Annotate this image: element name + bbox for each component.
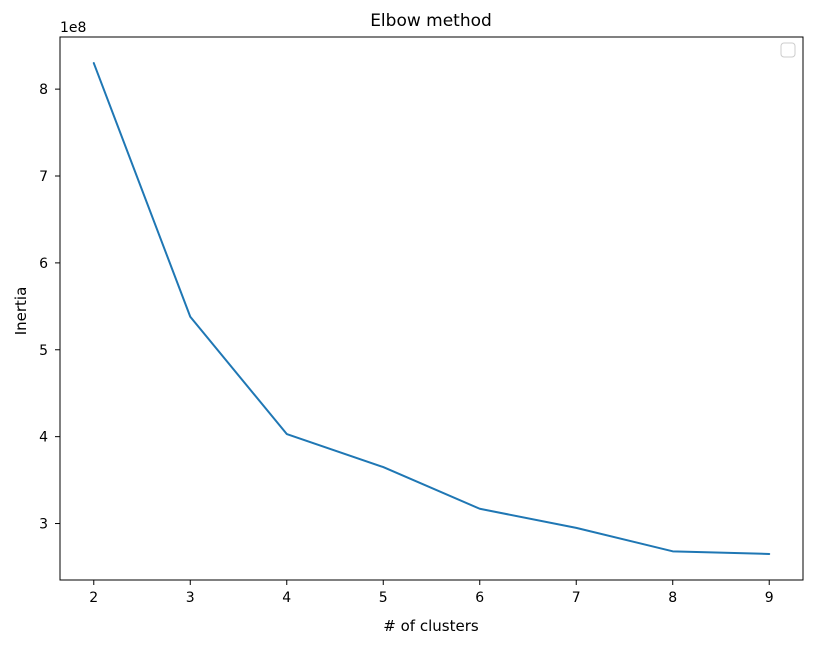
y-tick-label: 6 — [39, 256, 48, 272]
plot-frame — [59, 36, 804, 581]
series-layer — [92, 62, 771, 555]
x-tick-label: 6 — [475, 590, 484, 606]
y-tick-label: 4 — [39, 430, 48, 446]
x-tick-label: 4 — [282, 590, 291, 606]
plot-area — [60, 37, 803, 580]
x-tick-label: 9 — [765, 590, 774, 606]
series-line — [92, 62, 771, 555]
y-tick-label: 7 — [39, 169, 48, 185]
y-axis-ticks: 3 4 5 6 7 8 — [39, 82, 60, 533]
x-tick-label: 5 — [379, 590, 388, 606]
x-tick-label: 8 — [668, 590, 677, 606]
x-tick-label: 7 — [572, 590, 581, 606]
y-axis-label: Inertia — [12, 287, 30, 336]
y-tick-label: 8 — [39, 82, 48, 98]
chart-title: Elbow method — [370, 11, 492, 31]
x-axis-ticks: 2 3 4 5 6 7 8 9 — [89, 580, 774, 606]
y-tick-label: 3 — [39, 517, 48, 533]
y-axis-offset-label: 1e8 — [60, 20, 86, 36]
legend-box — [780, 42, 796, 58]
x-tick-label: 3 — [186, 590, 195, 606]
x-axis-label: # of clusters — [383, 617, 479, 635]
x-tick-label: 2 — [89, 590, 98, 606]
y-tick-label: 5 — [39, 343, 48, 359]
